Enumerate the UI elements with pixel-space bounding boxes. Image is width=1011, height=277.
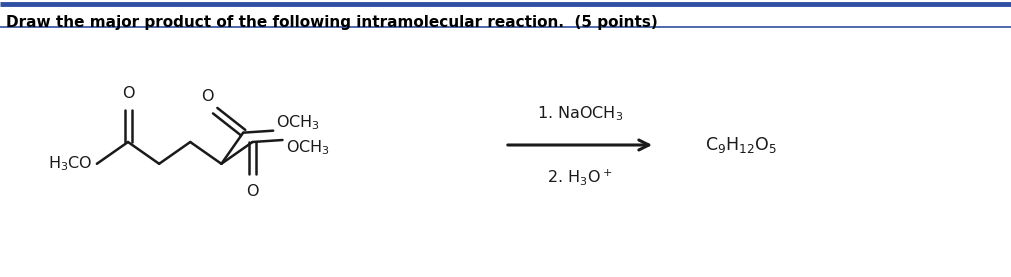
Text: 1. NaOCH$_3$: 1. NaOCH$_3$ <box>537 104 623 123</box>
Text: O: O <box>121 86 134 101</box>
Text: O: O <box>201 89 213 104</box>
Text: Draw the major product of the following intramolecular reaction.  (5 points): Draw the major product of the following … <box>6 15 657 30</box>
Text: OCH$_3$: OCH$_3$ <box>276 113 319 132</box>
Text: OCH$_3$: OCH$_3$ <box>285 139 330 157</box>
Text: C$_9$H$_{12}$O$_5$: C$_9$H$_{12}$O$_5$ <box>705 135 776 155</box>
Text: 2. H$_3$O$^+$: 2. H$_3$O$^+$ <box>547 167 612 187</box>
Text: O: O <box>246 184 259 199</box>
Text: H$_3$CO: H$_3$CO <box>49 155 93 173</box>
